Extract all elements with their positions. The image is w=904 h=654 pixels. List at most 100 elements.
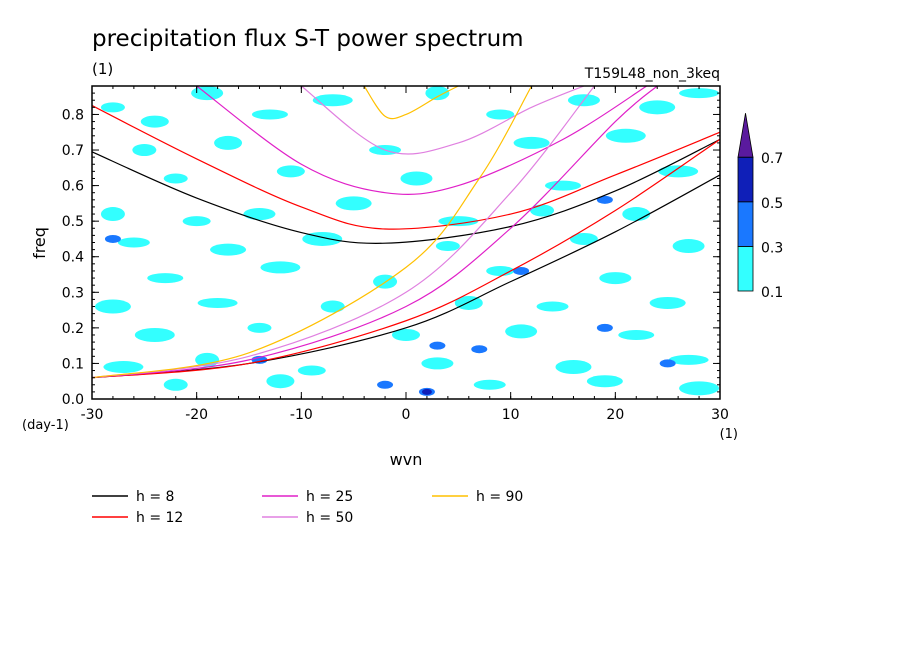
shaded-patch xyxy=(429,341,446,350)
shaded-patch xyxy=(163,378,188,391)
shaded-patch xyxy=(659,359,676,368)
colorbar-segment xyxy=(737,245,754,292)
shaded-patch xyxy=(320,300,345,313)
shaded-patch xyxy=(260,261,301,274)
x-tick-label: 10 xyxy=(502,407,520,423)
shaded-patch xyxy=(163,173,188,184)
shaded-patch xyxy=(247,322,272,333)
shaded-patch xyxy=(555,359,592,374)
y-unit-label: (day-1) xyxy=(22,418,69,433)
shaded-patch xyxy=(622,207,651,222)
shaded-patch xyxy=(100,207,125,222)
shaded-patch xyxy=(425,86,450,101)
axes: -30 -20 -10 0 10 20 30 0.0 0.1 0.2 0.3 0.4 0.5 0.6 0.7… xyxy=(62,86,729,423)
chart-subtitle-left: (1) xyxy=(92,60,113,78)
shaded-patch xyxy=(679,381,720,396)
y-tick-label: 0.5 xyxy=(62,214,84,230)
dispersion-curves xyxy=(92,86,720,379)
legend-label: h = 90 xyxy=(476,489,523,505)
shaded-patch xyxy=(191,86,224,101)
shaded-patch xyxy=(421,388,432,395)
shaded-patch xyxy=(536,301,569,312)
shaded-regions xyxy=(94,86,720,396)
curve-h-25-kelvin xyxy=(92,86,658,379)
shaded-patch xyxy=(195,352,220,367)
colorbar-label: 0.1 xyxy=(761,285,783,301)
curve-h-50-kelvin xyxy=(92,86,595,379)
shaded-patch xyxy=(94,299,131,314)
curve-h-12-kelvin xyxy=(92,138,720,379)
y-tick-label: 0.1 xyxy=(62,356,84,372)
legend-label: h = 12 xyxy=(136,510,183,526)
shaded-patch xyxy=(672,239,705,254)
shaded-patch xyxy=(505,324,538,339)
shaded-patch xyxy=(679,88,720,99)
shaded-patch xyxy=(545,180,581,191)
x-tick-label: -10 xyxy=(290,407,313,423)
colorbar-segment xyxy=(737,156,754,203)
shaded-patch xyxy=(392,328,420,341)
x-tick-label: 0 xyxy=(402,407,411,423)
legend: h = 8 h = 12 h = 25 h = 50 h = 90 xyxy=(92,489,523,526)
shaded-patch xyxy=(335,196,372,211)
colorbar-extend-arrow xyxy=(737,113,754,158)
colorbar-label: 0.7 xyxy=(761,151,783,167)
x-tick-label: 20 xyxy=(606,407,624,423)
curve-h-8-inertia-gravity xyxy=(92,138,720,244)
shaded-patch xyxy=(454,295,483,310)
y-tick-label: 0.4 xyxy=(62,250,84,266)
shaded-patch xyxy=(649,296,686,309)
shaded-patch xyxy=(400,171,433,186)
shaded-patch xyxy=(596,323,613,332)
shaded-patch xyxy=(471,345,488,354)
x-tick-label: 30 xyxy=(711,407,729,423)
shaded-patch xyxy=(147,273,184,284)
y-tick-label: 0.7 xyxy=(62,143,84,159)
chart-subtitle-right: T159L48_non_3keq xyxy=(584,66,720,82)
legend-label: h = 25 xyxy=(306,489,353,505)
x-tick-label: -20 xyxy=(185,407,208,423)
shaded-patch xyxy=(486,109,515,120)
y-axis-label: freq xyxy=(30,227,49,259)
y-tick-label: 0.8 xyxy=(62,107,84,123)
x-unit-label: (1) xyxy=(720,427,738,442)
x-tick-label: -30 xyxy=(81,407,104,423)
shaded-patch xyxy=(596,195,613,204)
y-tick-label: 0.2 xyxy=(62,321,84,337)
shaded-patch xyxy=(513,136,550,149)
legend-label: h = 50 xyxy=(306,510,353,526)
colorbar-segment xyxy=(737,201,754,247)
shaded-patch xyxy=(100,102,125,113)
legend-label: h = 8 xyxy=(136,489,174,505)
shaded-patch xyxy=(251,109,288,120)
curve-h-90-inertia-gravity xyxy=(363,86,459,120)
shaded-patch xyxy=(297,365,326,376)
shaded-patch xyxy=(639,100,676,115)
shaded-patch xyxy=(586,375,623,388)
shaded-patch xyxy=(605,128,646,143)
shaded-patch xyxy=(473,379,506,390)
shaded-patch xyxy=(132,144,157,157)
colorbar-label: 0.3 xyxy=(761,240,783,256)
shaded-patch xyxy=(243,208,276,221)
shaded-patch xyxy=(266,374,295,389)
x-axis-label: wvn xyxy=(390,450,423,469)
curve-h-12-inertia-gravity xyxy=(92,105,720,230)
shaded-patch xyxy=(377,380,394,389)
shaded-patch xyxy=(658,165,699,178)
shaded-patch xyxy=(117,237,150,248)
y-tick-label: 0.6 xyxy=(62,179,84,195)
shaded-patch xyxy=(197,297,238,308)
shaded-patch xyxy=(421,357,454,370)
shaded-patch xyxy=(513,266,530,275)
shaded-patch xyxy=(312,94,353,107)
shaded-patch xyxy=(569,232,598,245)
colorbar: 0.1 0.3 0.5 0.7 xyxy=(737,113,783,301)
shaded-patch xyxy=(140,115,169,128)
shaded-patch xyxy=(103,360,144,373)
shaded-patch xyxy=(210,243,247,256)
colorbar-label: 0.5 xyxy=(761,196,783,212)
y-tick-label: 0.0 xyxy=(62,392,84,408)
chart-title: precipitation flux S-T power spectrum xyxy=(92,26,524,52)
